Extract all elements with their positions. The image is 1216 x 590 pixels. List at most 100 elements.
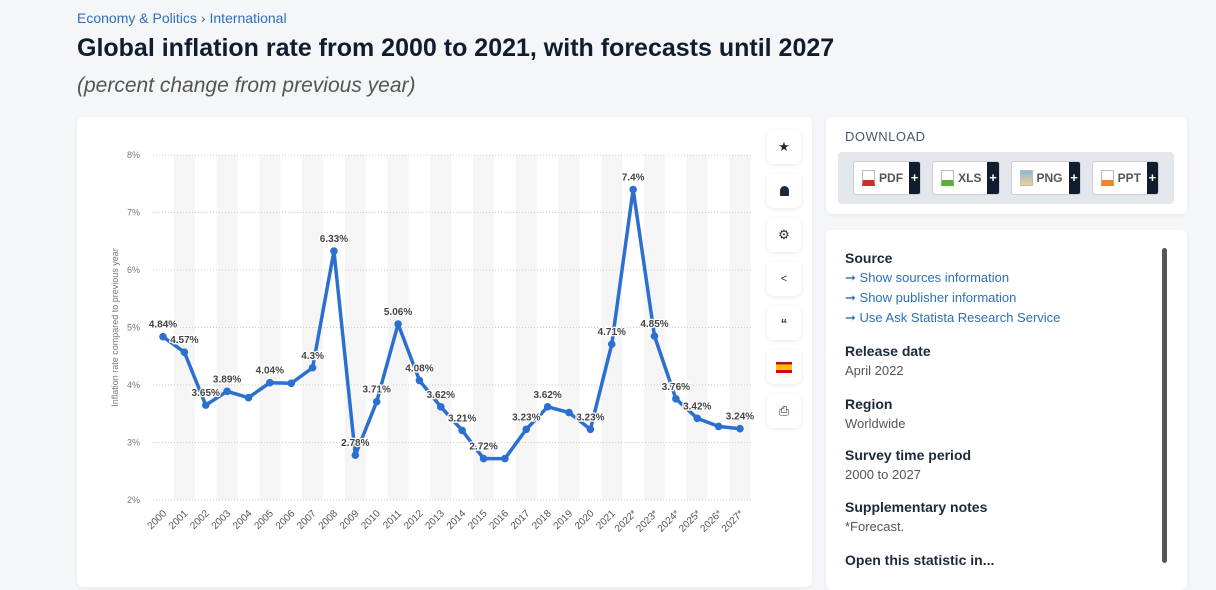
x-tick-label: 2017 [509, 508, 533, 532]
column-band [558, 155, 580, 500]
x-tick-label: 2013 [423, 508, 447, 532]
x-tick-label: 2026* [698, 508, 724, 534]
language-button[interactable] [767, 350, 801, 384]
print-button[interactable]: ⎙ [767, 394, 801, 428]
x-tick-label: 2015 [466, 508, 490, 532]
x-tick-label: 2022* [613, 508, 639, 534]
x-tick-label: 2019 [552, 508, 576, 532]
notification-button[interactable] [767, 174, 801, 208]
data-point [672, 395, 680, 403]
download-pdf-label: PDF [879, 171, 904, 185]
x-tick-label: 2010 [359, 508, 383, 532]
settings-button[interactable]: ⚙ [767, 218, 801, 252]
favorite-button[interactable]: ★ [767, 130, 801, 164]
cite-button[interactable]: “ [767, 306, 801, 340]
page-title: Global inflation rate from 2000 to 2021,… [77, 34, 835, 62]
show-sources-label: Show sources information [859, 270, 1010, 285]
show-publisher-link[interactable]: ➞ Show publisher information [845, 290, 1060, 306]
source-title: Source [845, 250, 893, 266]
xls-file-icon [941, 170, 955, 186]
scrollbar[interactable] [1162, 248, 1167, 563]
data-label: 3.23% [512, 412, 540, 423]
column-band [259, 155, 281, 500]
data-point [650, 332, 659, 340]
data-label: 2.78% [341, 438, 369, 449]
column-band [216, 155, 238, 500]
statistic-info-panel: Source ➞ Show sources information ➞ Show… [826, 230, 1187, 590]
arrow-right-icon: ➞ [845, 310, 856, 325]
region-title: Region [845, 396, 893, 412]
share-button[interactable]: < [767, 262, 801, 296]
data-point [629, 185, 637, 194]
region-section: Region Worldwide [845, 396, 905, 431]
download-pdf-button[interactable]: PDF + [853, 161, 922, 195]
data-point [394, 320, 402, 328]
data-label: 4.71% [598, 327, 626, 338]
release-date-title: Release date [845, 343, 931, 359]
x-tick-label: 2003 [210, 508, 234, 532]
data-label: 3.65% [192, 388, 220, 399]
data-point [693, 414, 702, 423]
download-png-button[interactable]: PNG + [1010, 161, 1081, 195]
arrow-right-icon: ➞ [845, 270, 856, 285]
x-tick-label: 2001 [167, 508, 191, 532]
y-axis-label: Inflation rate compared to previous year [110, 248, 120, 407]
show-sources-link[interactable]: ➞ Show sources information [845, 270, 1060, 286]
notes-value: *Forecast. [845, 519, 905, 534]
survey-period-title: Survey time period [845, 447, 972, 463]
x-tick-label: 2011 [381, 508, 404, 531]
x-tick-label: 2005 [252, 508, 276, 532]
release-date-value: April 2022 [845, 363, 904, 378]
data-point [607, 340, 616, 348]
data-point [330, 247, 338, 255]
data-label: 3.23% [576, 412, 604, 423]
chart-toolbar: ★ ⚙ < “ ⎙ [767, 130, 801, 438]
series-line [161, 187, 741, 461]
y-tick-label: 7% [127, 208, 140, 218]
data-label: 4.04% [256, 366, 284, 377]
data-point [244, 393, 253, 402]
data-label: 4.57% [170, 335, 198, 346]
data-point [308, 363, 317, 372]
open-statistic-section[interactable]: Open this statistic in... [845, 552, 994, 572]
data-point [287, 379, 296, 388]
data-point [565, 408, 573, 417]
download-xls-button[interactable]: XLS + [932, 161, 1000, 195]
x-tick-label: 2000 [146, 508, 170, 532]
column-band [430, 155, 452, 500]
data-point [159, 332, 167, 341]
data-label: 5.06% [384, 307, 412, 318]
x-tick-label: 2024* [656, 508, 682, 534]
plus-icon: + [909, 162, 921, 194]
data-label: 4.08% [405, 363, 433, 374]
download-panel: DOWNLOAD PDF + XLS + PNG + PPT + [826, 117, 1187, 214]
bell-icon [779, 186, 789, 196]
breadcrumb: Economy & Politics › International [77, 10, 287, 26]
data-point [351, 451, 360, 459]
data-point [736, 424, 744, 433]
data-label: 4.85% [640, 319, 668, 330]
x-tick-label: 2023* [634, 508, 660, 534]
print-icon: ⎙ [778, 403, 790, 418]
ask-statista-link[interactable]: ➞ Use Ask Statista Research Service [845, 310, 1060, 326]
y-tick-label: 5% [127, 323, 140, 333]
breadcrumb-separator: › [200, 10, 206, 26]
survey-period-section: Survey time period 2000 to 2027 [845, 447, 971, 482]
breadcrumb-international[interactable]: International [209, 10, 287, 26]
data-point [372, 397, 381, 406]
y-tick-label: 8% [127, 150, 140, 160]
x-tick-label: 2012 [402, 508, 426, 532]
data-point [415, 376, 424, 385]
plus-icon: + [1068, 162, 1080, 194]
spain-flag-icon [776, 361, 792, 373]
download-heading: DOWNLOAD [845, 129, 926, 144]
x-tick-label: 2008 [317, 508, 341, 532]
x-tick-label: 2018 [530, 508, 554, 532]
data-label: 3.24% [726, 412, 754, 423]
data-label: 4.84% [149, 320, 177, 331]
download-ppt-button[interactable]: PPT + [1091, 161, 1159, 195]
data-point [180, 348, 189, 357]
notes-title: Supplementary notes [845, 499, 988, 515]
breadcrumb-economy[interactable]: Economy & Politics [77, 10, 197, 26]
data-label: 3.42% [683, 401, 711, 412]
